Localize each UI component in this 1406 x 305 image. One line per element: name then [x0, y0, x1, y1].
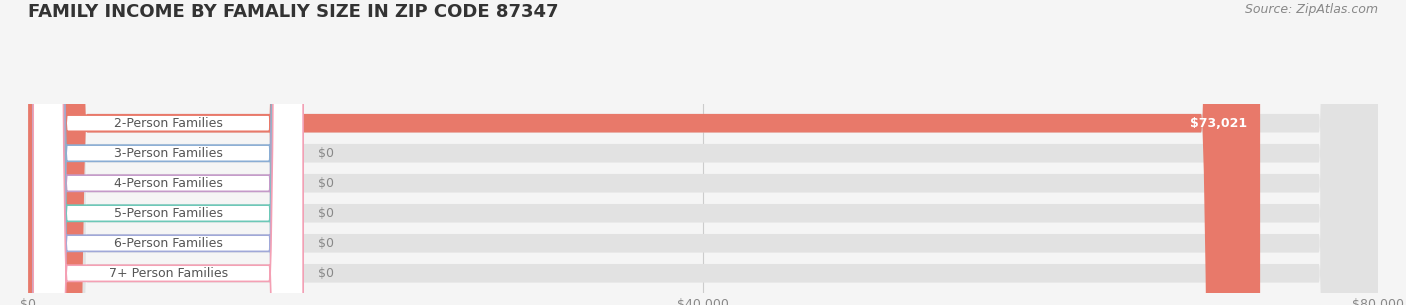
Text: $0: $0: [318, 147, 335, 160]
FancyBboxPatch shape: [28, 0, 1378, 305]
Text: 4-Person Families: 4-Person Families: [114, 177, 222, 190]
FancyBboxPatch shape: [34, 0, 304, 305]
FancyBboxPatch shape: [28, 0, 1378, 305]
Text: 2-Person Families: 2-Person Families: [114, 117, 222, 130]
Text: $73,021: $73,021: [1189, 117, 1247, 130]
Text: $0: $0: [318, 207, 335, 220]
Text: 3-Person Families: 3-Person Families: [114, 147, 222, 160]
FancyBboxPatch shape: [28, 0, 1378, 305]
FancyBboxPatch shape: [34, 0, 304, 305]
Text: Source: ZipAtlas.com: Source: ZipAtlas.com: [1244, 3, 1378, 16]
Text: $0: $0: [318, 237, 335, 250]
FancyBboxPatch shape: [34, 0, 304, 305]
Text: 7+ Person Families: 7+ Person Families: [108, 267, 228, 280]
FancyBboxPatch shape: [28, 0, 1378, 305]
Text: 5-Person Families: 5-Person Families: [114, 207, 222, 220]
FancyBboxPatch shape: [28, 0, 1378, 305]
Text: 6-Person Families: 6-Person Families: [114, 237, 222, 250]
FancyBboxPatch shape: [34, 0, 304, 305]
Text: $0: $0: [318, 267, 335, 280]
FancyBboxPatch shape: [34, 0, 304, 305]
Text: FAMILY INCOME BY FAMALIY SIZE IN ZIP CODE 87347: FAMILY INCOME BY FAMALIY SIZE IN ZIP COD…: [28, 3, 558, 21]
FancyBboxPatch shape: [28, 0, 1260, 305]
FancyBboxPatch shape: [28, 0, 1378, 305]
FancyBboxPatch shape: [34, 0, 304, 305]
Text: $0: $0: [318, 177, 335, 190]
